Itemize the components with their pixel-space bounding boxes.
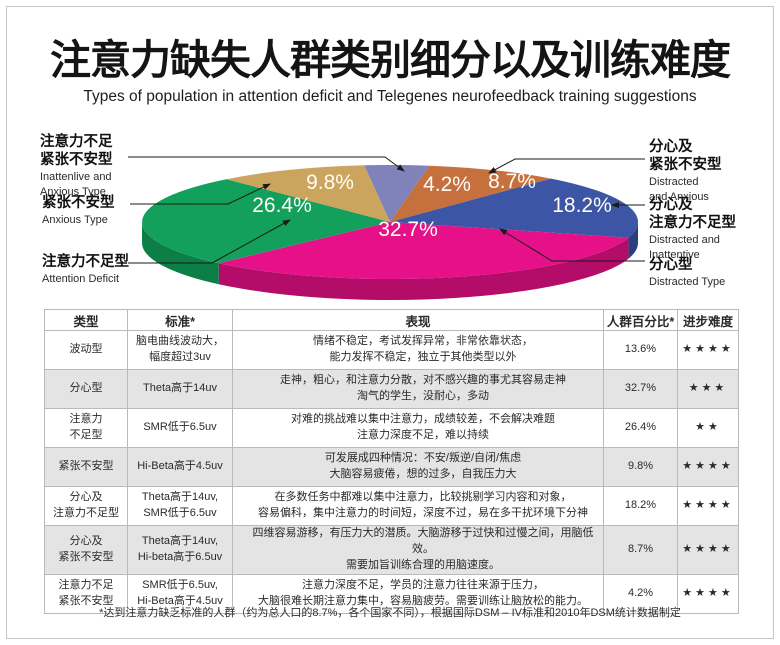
cell-type: 注意力不足 紧张不安型 <box>44 573 128 614</box>
table-row: 注意力 不足型 SMR低于6.5uv 对难的挑战难以集中注意力，成绩较差，不会解… <box>44 408 739 448</box>
pie-label-9-8: 9.8% <box>306 171 354 194</box>
cell-percent: 8.7% <box>603 525 678 575</box>
callout-anxious: 紧张不安型 Anxious Type <box>42 194 115 227</box>
cell-behavior: 情绪不稳定，考试发挥异常，非常依靠状态， 能力发挥不稳定，独立于其他类型以外 <box>232 330 604 370</box>
pie-label-18-2: 18.2% <box>552 194 612 217</box>
difficulty-stars: ★★★★ <box>677 330 739 370</box>
pie-label-8-7: 8.7% <box>488 170 536 193</box>
callout-en: Distracted and Inattentive <box>649 234 720 261</box>
callout-zh: 注意力不足型 <box>42 254 129 270</box>
cell-type: 注意力 不足型 <box>44 408 128 448</box>
cell-percent: 18.2% <box>603 486 678 526</box>
difficulty-stars: ★★★ <box>677 369 739 409</box>
callout-distracted: 分心型 Distracted Type <box>649 256 725 289</box>
difficulty-stars: ★★★★ <box>677 573 739 614</box>
table-row: 分心及 紧张不安型 Theta高于14uv, Hi-beta高于6.5uv 四维… <box>44 525 739 575</box>
cell-standard: Theta高于14uv, Hi-beta高于6.5uv <box>127 525 233 575</box>
col-percent: 人群百分比* <box>603 309 678 331</box>
cell-standard: Theta高于14uv <box>127 369 233 409</box>
table-row: 紧张不安型 Hi-Beta高于4.5uv 可发展成四种情况：不安/叛逆/自闭/焦… <box>44 447 739 487</box>
cell-type: 分心及 注意力不足型 <box>44 486 128 526</box>
callout-en: Anxious Type <box>42 214 108 227</box>
col-behavior: 表现 <box>232 309 604 331</box>
callout-inattentive-anxious: 注意力不足 紧张不安型 Inattenlive and Anxious Type <box>40 133 113 199</box>
cell-behavior: 在多数任务中都难以集中注意力，比较挑剔学习内容和对象， 容易偏科，集中注意力的时… <box>232 486 604 526</box>
callout-en: Inattenlive and Anxious Type <box>40 171 112 198</box>
cell-percent: 32.7% <box>603 369 678 409</box>
cell-behavior: 可发展成四种情况：不安/叛逆/自闭/焦虑 大脑容易疲倦，想的过多，自我压力大 <box>232 447 604 487</box>
cell-percent: 13.6% <box>603 330 678 370</box>
cell-percent: 26.4% <box>603 408 678 448</box>
callout-distracted-inattentive: 分心及 注意力不足型 Distracted and Inattentive <box>649 196 736 262</box>
difficulty-stars: ★★★★ <box>677 486 739 526</box>
col-difficulty: 进步难度 <box>677 309 739 331</box>
page-title: 注意力缺失人群类别细分以及训练难度 <box>50 37 731 83</box>
cell-standard: SMR低于6.5uv, Hi-Beta高于4.5uv <box>127 573 233 614</box>
table-row: 注意力不足 紧张不安型 SMR低于6.5uv, Hi-Beta高于4.5uv 注… <box>44 573 739 614</box>
pie-chart: 4.2% 8.7% 18.2% 32.7% 26.4% 9.8% 注意力不足 紧… <box>0 122 780 310</box>
cell-type: 紧张不安型 <box>44 447 128 487</box>
callout-zh: 分心及 紧张不安型 <box>649 139 722 174</box>
table-row: 波动型 脑电曲线波动大， 幅度超过3uv 情绪不稳定，考试发挥异常，非常依靠状态… <box>44 330 739 370</box>
cell-type: 分心型 <box>44 369 128 409</box>
callout-zh: 注意力不足 紧张不安型 <box>40 134 113 169</box>
page-subtitle: Types of population in attention deficit… <box>83 88 697 105</box>
cell-standard: Theta高于14uv, SMR低于6.5uv <box>127 486 233 526</box>
difficulty-table: 类型 标准* 表现 人群百分比* 进步难度 波动型 脑电曲线波动大， 幅度超过3… <box>44 309 739 614</box>
difficulty-stars: ★★★★ <box>677 447 739 487</box>
callout-en: Distracted Type <box>649 276 726 289</box>
footnote: *达到注意力缺乏标准的人群（约为总人口的8.7%，各个国家不同），根据国际DSM… <box>99 607 681 619</box>
cell-standard: SMR低于6.5uv <box>127 408 233 448</box>
callout-en: Attention Deficit <box>42 273 120 286</box>
pie-chart-svg <box>128 156 645 300</box>
callout-en: Distracted and Anxious <box>649 176 709 203</box>
cell-standard: Hi-Beta高于4.5uv <box>127 447 233 487</box>
table-row: 分心型 Theta高于14uv 走神，粗心，和注意力分散，对不感兴趣的事尤其容易… <box>44 369 739 409</box>
difficulty-stars: ★★ <box>677 408 739 448</box>
col-type: 类型 <box>44 309 128 331</box>
pie-label-32-7: 32.7% <box>378 218 438 241</box>
callout-zh: 分心型 <box>649 257 693 273</box>
cell-percent: 4.2% <box>603 573 678 614</box>
difficulty-stars: ★★★★ <box>677 525 739 575</box>
callout-zh: 分心及 注意力不足型 <box>649 197 736 232</box>
cell-behavior: 注意力深度不足，学员的注意力往往来源于压力， 大脑很难长期注意力集中，容易脑疲劳… <box>232 573 604 614</box>
callout-attention-deficit: 注意力不足型 Attention Deficit <box>42 253 129 286</box>
cell-behavior: 四维容易游移，有压力大的潜质。大脑游移于过快和过慢之间，用脑低效。 需要加旨训练… <box>232 525 604 575</box>
table-header-row: 类型 标准* 表现 人群百分比* 进步难度 <box>44 309 739 331</box>
cell-behavior: 对难的挑战难以集中注意力，成绩较差，不会解决难题 注意力深度不足，难以持续 <box>232 408 604 448</box>
col-standard: 标准* <box>127 309 233 331</box>
callout-distracted-anxious: 分心及 紧张不安型 Distracted and Anxious <box>649 138 722 204</box>
callout-zh: 紧张不安型 <box>42 195 115 211</box>
pie-label-26-4: 26.4% <box>252 194 312 217</box>
cell-type: 波动型 <box>44 330 128 370</box>
cell-type: 分心及 紧张不安型 <box>44 525 128 575</box>
pie-label-4-2: 4.2% <box>423 173 471 196</box>
cell-standard: 脑电曲线波动大， 幅度超过3uv <box>127 330 233 370</box>
table-row: 分心及 注意力不足型 Theta高于14uv, SMR低于6.5uv 在多数任务… <box>44 486 739 526</box>
cell-behavior: 走神，粗心，和注意力分散，对不感兴趣的事尤其容易走神 淘气的学生，没耐心，多动 <box>232 369 604 409</box>
cell-percent: 9.8% <box>603 447 678 487</box>
